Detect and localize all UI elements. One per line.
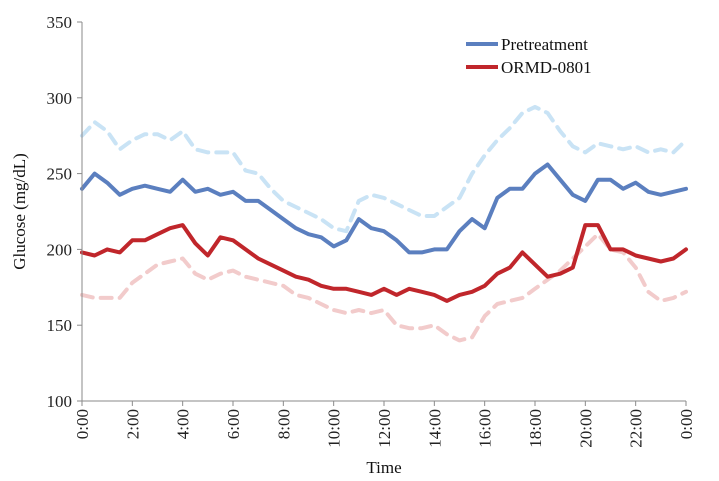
x-tick-label: 2:00 <box>123 409 142 439</box>
y-tick-label: 300 <box>47 89 73 108</box>
x-tick-label: 0:00 <box>677 409 696 439</box>
y-axis-title: Glucose (mg/dL) <box>10 153 29 270</box>
y-tick-label: 350 <box>47 13 73 32</box>
x-axis-title: Time <box>366 458 401 477</box>
x-tick-label: 12:00 <box>375 409 394 448</box>
legend: Pretreatment ORMD-0801 <box>466 35 592 77</box>
x-tick-label: 10:00 <box>325 409 344 448</box>
y-tick-label: 100 <box>47 392 73 411</box>
x-tick-label: 8:00 <box>274 409 293 439</box>
y-tick-label: 200 <box>47 240 73 259</box>
series-line-1 <box>80 223 688 303</box>
x-tick-label: 16:00 <box>476 409 495 448</box>
series-line-3 <box>80 232 688 343</box>
series-line-2 <box>80 104 688 234</box>
series-layer <box>80 104 688 343</box>
x-tick-label: 4:00 <box>174 409 193 439</box>
legend-label: ORMD-0801 <box>501 58 592 77</box>
x-tick-label: 20:00 <box>576 409 595 448</box>
x-tick-label: 22:00 <box>627 409 646 448</box>
x-tick-label: 6:00 <box>224 409 243 439</box>
legend-label: Pretreatment <box>501 35 588 54</box>
axes-layer: 100 150 200 250 300 350 0:00 2:00 4:00 6:00 8:00 10… <box>47 13 697 448</box>
y-tick-label: 150 <box>47 316 73 335</box>
x-tick-label: 18:00 <box>526 409 545 448</box>
x-tick-label: 0:00 <box>73 409 92 439</box>
x-tick-label: 14:00 <box>425 409 444 448</box>
y-tick-label: 250 <box>47 165 73 184</box>
series-line-0 <box>80 162 688 255</box>
